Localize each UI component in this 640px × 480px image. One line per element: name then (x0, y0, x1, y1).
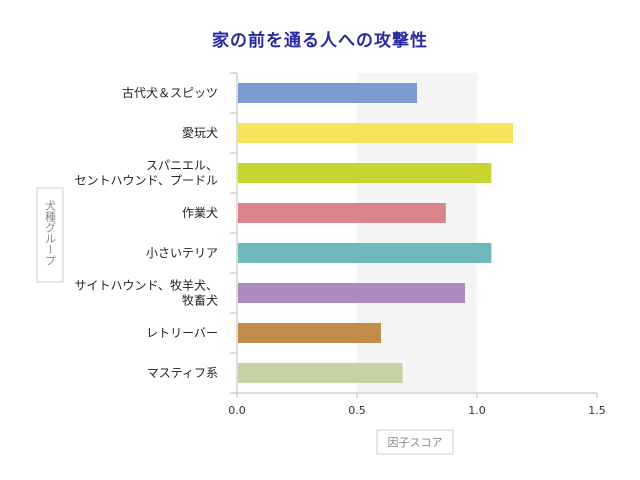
bar (238, 243, 492, 263)
category-labels: 古代犬＆スピッツ愛玩犬スパニエル、セントハウンド、プードル作業犬小さいテリアサイ… (74, 85, 218, 380)
category-label: マスティフ系 (147, 366, 218, 380)
category-label: サイトハウンド、牧羊犬、牧畜犬 (74, 278, 218, 308)
category-label-line: マスティフ系 (147, 366, 218, 380)
chart-title: 家の前を通る人への攻撃性 (212, 30, 428, 51)
y-axis-title: 犬種グループ (44, 199, 57, 266)
category-label-line: 小さいテリア (146, 246, 218, 260)
category-label: 古代犬＆スピッツ (122, 85, 218, 100)
category-label-line: 愛玩犬 (182, 126, 218, 140)
bar (238, 363, 403, 383)
bar (238, 323, 381, 343)
category-label: 愛玩犬 (182, 126, 218, 140)
category-label-line: スパニエル、 (146, 159, 218, 173)
category-label: 小さいテリア (146, 246, 218, 260)
bar (238, 83, 417, 103)
x-tick-label: 0.0 (228, 404, 246, 417)
highlight-band-layer (357, 73, 477, 393)
x-axis-title-box: 因子スコア (376, 429, 454, 455)
category-label: スパニエル、セントハウンド、プードル (74, 159, 218, 188)
x-tick-label: 0.5 (348, 404, 366, 417)
x-axis-title: 因子スコア (388, 436, 443, 449)
category-label-line: 古代犬＆スピッツ (122, 85, 218, 100)
category-label-line: 牧畜犬 (182, 293, 218, 308)
bar (238, 203, 446, 223)
bar (238, 283, 465, 303)
y-axis-title-box: 犬種グループ (36, 187, 64, 283)
x-tick-labels: 0.0 0.5 1.0 1.5 (228, 393, 606, 417)
category-label-line: サイトハウンド、牧羊犬、 (74, 278, 218, 293)
bars (238, 83, 513, 383)
highlight-band (357, 73, 477, 393)
bar (238, 163, 492, 183)
axes (230, 72, 597, 394)
category-label-line: レトリーバー (146, 326, 218, 340)
x-tick-label: 1.0 (468, 404, 486, 417)
category-label: 作業犬 (182, 206, 218, 220)
x-tick-label: 1.5 (588, 404, 606, 417)
bar (238, 123, 513, 143)
category-label: レトリーバー (146, 326, 218, 340)
category-label-line: セントハウンド、プードル (74, 174, 218, 188)
category-label-line: 作業犬 (182, 206, 218, 220)
